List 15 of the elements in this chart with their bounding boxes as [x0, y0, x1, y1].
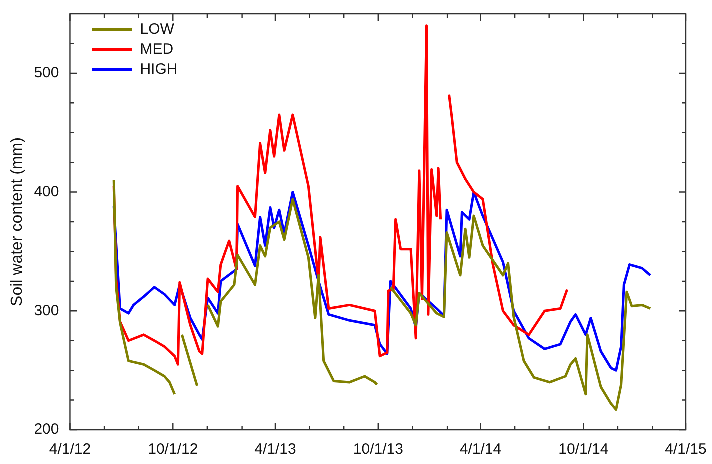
x-tick-label: 10/1/13: [353, 441, 404, 458]
y-axis-title: Soil water content (mm): [9, 138, 26, 306]
legend-label: MED: [140, 41, 174, 58]
legend-label: LOW: [140, 21, 176, 38]
x-tick-label: 4/1/14: [460, 441, 502, 458]
y-tick-label: 400: [34, 183, 60, 200]
x-tick-label: 4/1/12: [49, 441, 92, 458]
x-tick-label: 10/1/14: [558, 441, 609, 458]
x-tick-label: 4/1/15: [665, 441, 707, 458]
legend-label: HIGH: [140, 61, 178, 78]
y-tick-label: 300: [34, 302, 60, 320]
x-tick-label: 10/1/12: [148, 441, 198, 458]
y-tick-label: 200: [34, 421, 60, 438]
y-tick-label: 500: [34, 64, 60, 82]
x-tick-label: 4/1/13: [254, 441, 296, 458]
